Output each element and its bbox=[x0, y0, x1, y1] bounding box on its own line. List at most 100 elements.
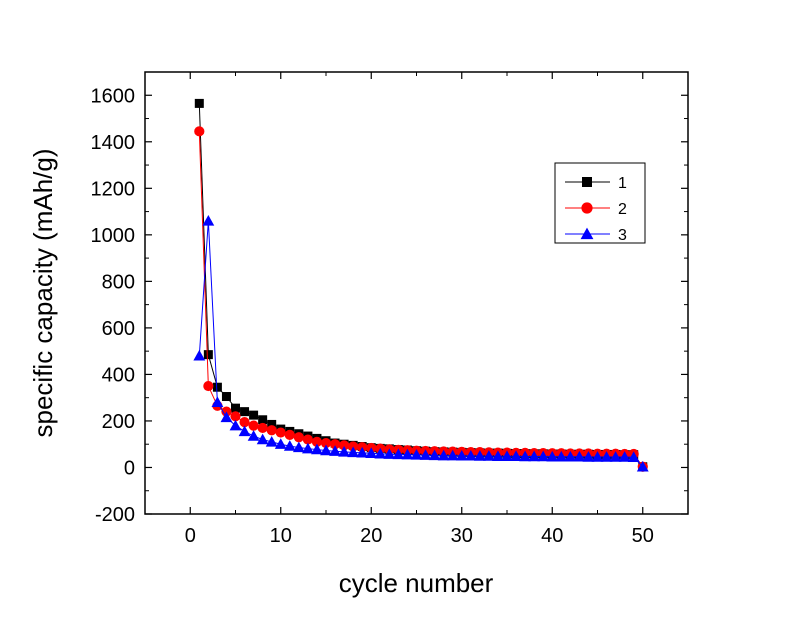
legend: 1 2 3 bbox=[554, 162, 646, 244]
legend-marker-1 bbox=[582, 177, 592, 187]
data-point-3 bbox=[274, 438, 287, 449]
data-point-3 bbox=[211, 396, 224, 408]
series-3 bbox=[193, 214, 649, 472]
data-point-3 bbox=[202, 214, 215, 226]
data-point-2 bbox=[311, 436, 323, 447]
axis-ticks: 0 10 20 30 40 50 -200 0 200 400 600 800 1000 1200 1400… bbox=[91, 71, 689, 547]
x-axis-title: cycle number bbox=[339, 568, 494, 598]
data-point-3 bbox=[238, 425, 251, 437]
data-point-2 bbox=[230, 411, 241, 422]
series-1 bbox=[194, 98, 648, 472]
y-tick-label: 1400 bbox=[91, 132, 136, 154]
data-point-3 bbox=[193, 349, 206, 361]
series-line-1 bbox=[198, 103, 644, 468]
data-point-3 bbox=[627, 451, 640, 462]
y-tick-label: 1200 bbox=[91, 178, 136, 200]
data-point-2 bbox=[239, 417, 250, 428]
data-point-1 bbox=[231, 403, 240, 413]
data-point-1 bbox=[267, 419, 277, 429]
legend-label-3: 3 bbox=[618, 227, 627, 244]
data-point-3 bbox=[573, 450, 586, 462]
data-point-3 bbox=[437, 449, 450, 461]
data-point-2 bbox=[339, 440, 350, 451]
y-tick-label: 600 bbox=[102, 318, 135, 340]
data-point-3 bbox=[292, 441, 305, 453]
data-point-3 bbox=[265, 435, 278, 447]
data-point-3 bbox=[220, 411, 233, 423]
data-point-3 bbox=[401, 448, 414, 460]
data-point-2 bbox=[257, 422, 268, 434]
data-point-3 bbox=[229, 419, 242, 431]
data-point-1 bbox=[212, 382, 222, 392]
data-point-2 bbox=[293, 432, 304, 443]
data-point-3 bbox=[247, 430, 260, 441]
data-point-3 bbox=[365, 447, 378, 459]
data-point-1 bbox=[249, 410, 259, 420]
data-point-3 bbox=[483, 450, 495, 461]
data-point-3 bbox=[519, 450, 531, 462]
data-point-3 bbox=[410, 449, 423, 460]
data-point-3 bbox=[256, 433, 269, 445]
data-point-3 bbox=[464, 449, 477, 461]
data-point-3 bbox=[582, 451, 595, 462]
data-point-3 bbox=[356, 446, 369, 458]
legend-box bbox=[554, 162, 646, 244]
data-point-3 bbox=[392, 448, 405, 460]
data-point-1 bbox=[203, 350, 213, 360]
data-point-3 bbox=[510, 450, 522, 462]
data-point-3 bbox=[428, 449, 441, 461]
data-point-3 bbox=[528, 450, 541, 462]
data-point-1 bbox=[221, 392, 231, 402]
data-point-3 bbox=[609, 451, 622, 462]
y-tick-label: 0 bbox=[124, 457, 135, 479]
data-point-2 bbox=[329, 439, 341, 450]
data-point-3 bbox=[347, 446, 360, 458]
data-point-1 bbox=[194, 98, 204, 108]
x-tick-label: 50 bbox=[632, 525, 654, 547]
data-point-1 bbox=[240, 407, 250, 417]
y-tick-label: 800 bbox=[102, 271, 135, 293]
data-point-1 bbox=[258, 415, 268, 425]
data-point-3 bbox=[455, 449, 468, 461]
data-point-2 bbox=[248, 420, 259, 431]
data-point-3 bbox=[383, 448, 396, 459]
data-point-2 bbox=[284, 429, 295, 441]
data-point-3 bbox=[320, 444, 332, 456]
data-point-3 bbox=[600, 451, 613, 462]
y-tick-label: 400 bbox=[102, 364, 135, 386]
x-tick-label: 10 bbox=[270, 525, 292, 547]
data-point-2 bbox=[320, 437, 332, 449]
data-point-3 bbox=[329, 445, 341, 456]
y-axis-title: specific capacity (mAh/g) bbox=[28, 149, 58, 438]
data-point-3 bbox=[446, 449, 459, 461]
data-point-3 bbox=[537, 450, 550, 462]
data-point-3 bbox=[492, 450, 504, 462]
data-point-3 bbox=[591, 451, 604, 462]
y-tick-label: 1000 bbox=[91, 225, 136, 247]
data-point-3 bbox=[419, 449, 432, 460]
x-tick-label: 40 bbox=[541, 525, 563, 547]
data-point-2 bbox=[203, 380, 214, 392]
data-point-3 bbox=[311, 443, 323, 455]
legend-marker-2 bbox=[581, 202, 593, 214]
x-tick-label: 20 bbox=[360, 525, 382, 547]
legend-label-2: 2 bbox=[618, 201, 627, 218]
y-tick-label: 200 bbox=[102, 411, 135, 433]
data-point-2 bbox=[275, 427, 286, 438]
data-point-3 bbox=[546, 450, 559, 462]
x-tick-label: 0 bbox=[185, 525, 196, 547]
data-point-3 bbox=[618, 451, 631, 462]
x-tick-label: 30 bbox=[451, 525, 473, 547]
data-point-3 bbox=[283, 440, 296, 451]
y-tick-label: -200 bbox=[95, 504, 135, 526]
data-point-3 bbox=[636, 460, 649, 472]
data-point-2 bbox=[266, 425, 277, 436]
series-layer bbox=[193, 98, 649, 472]
data-point-3 bbox=[564, 450, 577, 462]
legend-label-1: 1 bbox=[618, 175, 627, 192]
y-tick-label: 1600 bbox=[91, 85, 136, 107]
legend-marker-3 bbox=[580, 227, 594, 240]
data-point-2 bbox=[194, 126, 205, 137]
data-point-2 bbox=[302, 434, 313, 445]
